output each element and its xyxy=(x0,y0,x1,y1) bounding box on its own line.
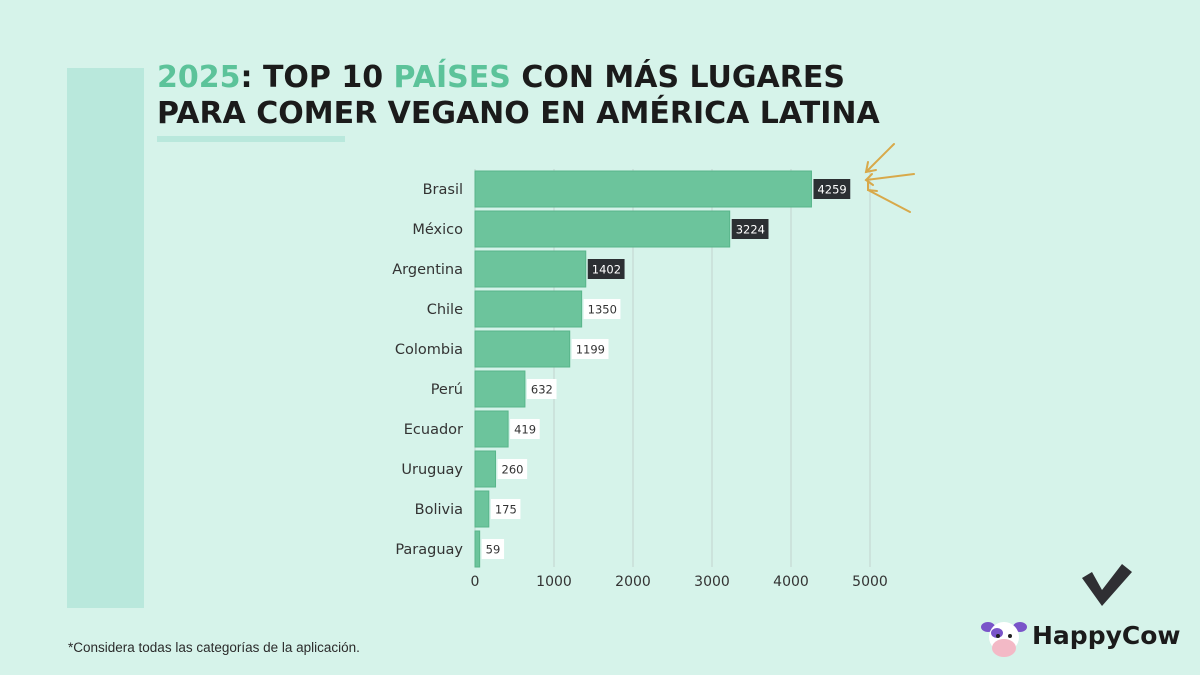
bar xyxy=(474,530,481,568)
x-tick-label: 2000 xyxy=(615,574,651,590)
checkmark-icon xyxy=(1082,564,1132,606)
bar xyxy=(474,450,497,488)
data-label: 3224 xyxy=(736,223,765,237)
data-label-box xyxy=(510,419,540,439)
data-label-box xyxy=(587,259,625,279)
category-label: Paraguay xyxy=(395,542,463,558)
x-tick-label: 4000 xyxy=(773,574,809,590)
data-label: 1402 xyxy=(592,263,621,277)
title-rest: CON MÁS LUGARES xyxy=(510,60,845,95)
category-label: Bolivia xyxy=(415,502,463,518)
data-label-box xyxy=(571,339,609,359)
category-label: Perú xyxy=(431,382,463,398)
title-sep: : TOP 10 xyxy=(240,60,394,95)
bar xyxy=(474,290,583,328)
data-label: 59 xyxy=(486,543,501,557)
category-label: Chile xyxy=(427,302,463,318)
data-label-box xyxy=(526,379,557,399)
category-label: Colombia xyxy=(395,342,463,358)
bar xyxy=(474,210,731,248)
x-tick-label: 3000 xyxy=(694,574,730,590)
category-label: México xyxy=(412,222,463,238)
x-tick-label: 0 xyxy=(471,574,480,590)
data-label-box xyxy=(813,179,851,199)
logo-text: HappyCow xyxy=(1032,621,1181,650)
data-label: 632 xyxy=(531,383,553,397)
bar xyxy=(474,330,571,368)
data-label: 419 xyxy=(514,423,536,437)
data-label: 1350 xyxy=(588,303,617,317)
category-label: Ecuador xyxy=(404,422,463,438)
data-label-box xyxy=(490,499,521,519)
bar xyxy=(474,410,509,448)
data-label-box xyxy=(583,299,621,319)
data-label-box xyxy=(481,539,505,559)
category-label: Brasil xyxy=(423,182,463,198)
category-label: Uruguay xyxy=(401,462,463,478)
bar xyxy=(474,250,587,288)
data-label: 175 xyxy=(495,503,517,517)
title-line-1: 2025: TOP 10 PAÍSES CON MÁS LUGARES xyxy=(157,60,880,96)
happycow-logo: HappyCow xyxy=(978,615,1188,665)
bar xyxy=(474,370,526,408)
title-underline xyxy=(157,136,345,142)
arrows-annotation-icon xyxy=(864,143,915,213)
footnote: *Considera todas las categorías de la ap… xyxy=(68,640,360,655)
data-label: 260 xyxy=(502,463,524,477)
category-label: Argentina xyxy=(392,262,463,278)
data-label: 4259 xyxy=(817,183,846,197)
title-year: 2025 xyxy=(157,60,241,95)
title-line-2: PARA COMER VEGANO EN AMÉRICA LATINA xyxy=(157,96,880,131)
chart-title: 2025: TOP 10 PAÍSES CON MÁS LUGARES PARA… xyxy=(157,60,880,132)
x-tick-label: 1000 xyxy=(536,574,572,590)
data-label-box xyxy=(497,459,528,479)
cow-logo-icon xyxy=(981,622,1027,657)
bar xyxy=(474,490,490,528)
decorative-side-panel xyxy=(67,68,144,608)
data-label-box xyxy=(731,219,769,239)
title-highlight: PAÍSES xyxy=(393,60,511,95)
x-tick-label: 5000 xyxy=(852,574,888,590)
data-label: 1199 xyxy=(576,343,605,357)
bar xyxy=(474,170,812,208)
